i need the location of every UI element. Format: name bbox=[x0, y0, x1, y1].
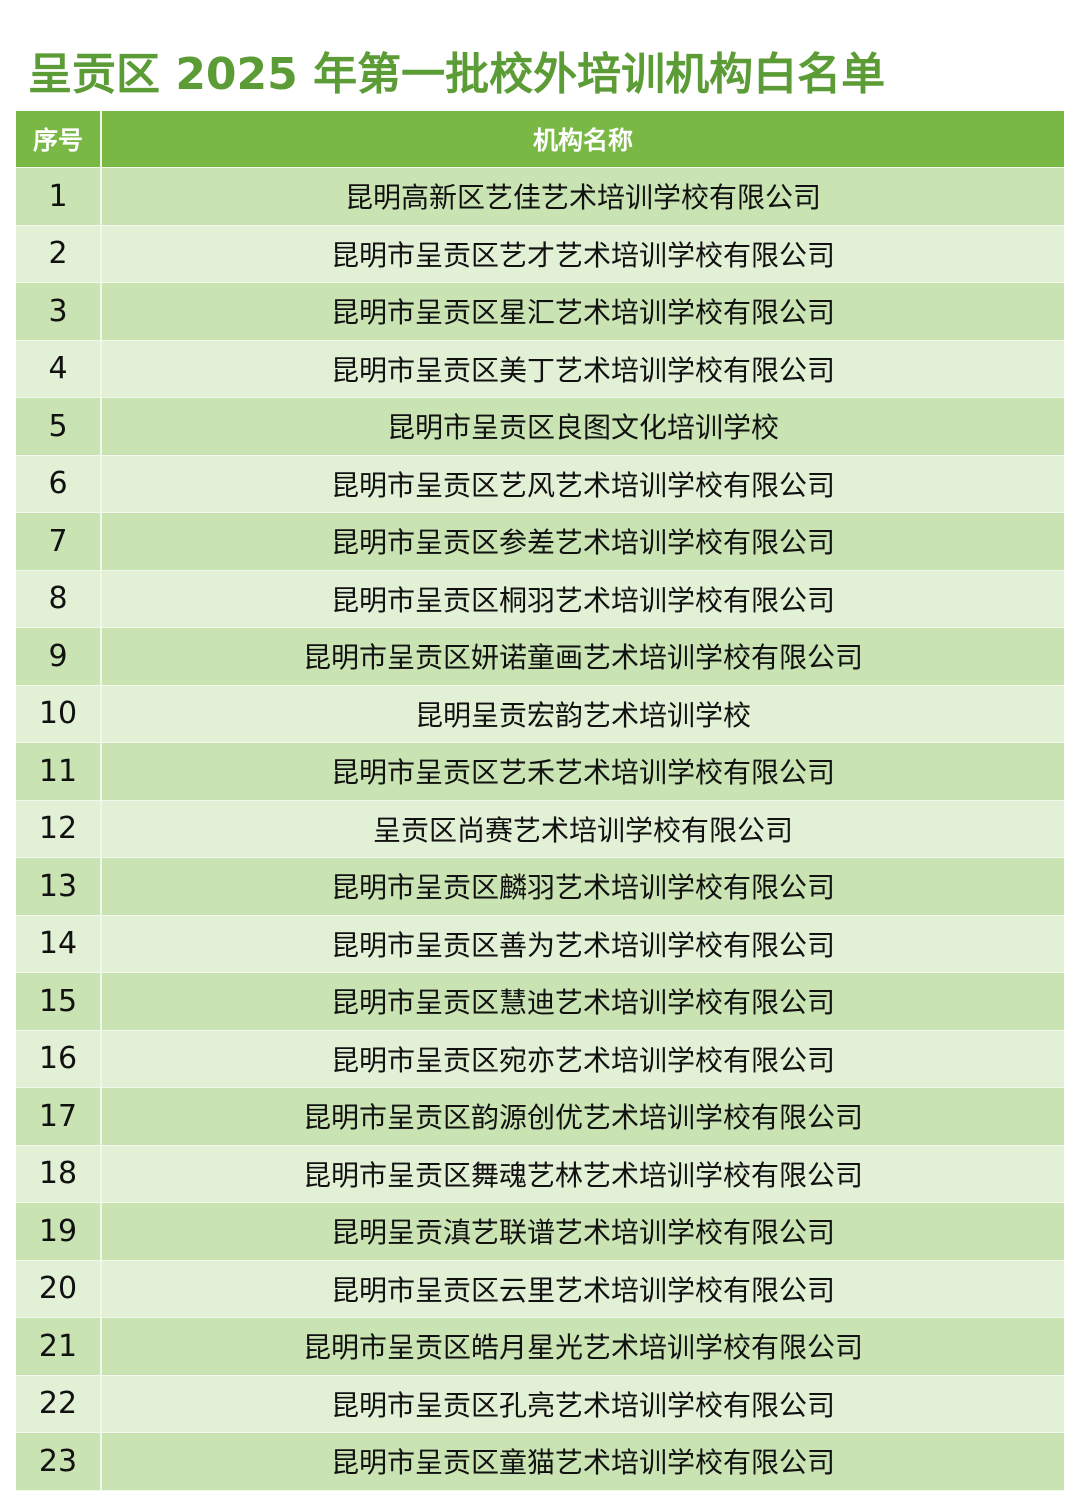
serial-number-cell: 2 bbox=[16, 225, 102, 282]
table-header: 序号 机构名称 bbox=[16, 111, 1064, 168]
table-row: 13 昆明市呈贡区麟羽艺术培训学校有限公司 bbox=[16, 858, 1064, 916]
table-row: 19 昆明呈贡滇艺联谱艺术培训学校有限公司 bbox=[16, 1203, 1064, 1261]
header-institution-name: 机构名称 bbox=[532, 126, 633, 155]
serial-number-cell: 1 bbox=[16, 168, 102, 225]
serial-number-cell: 3 bbox=[16, 283, 102, 340]
serial-number-cell: 19 bbox=[16, 1203, 102, 1260]
serial-number-cell: 15 bbox=[16, 973, 102, 1030]
serial-number-cell: 23 bbox=[16, 1433, 102, 1490]
serial-number-cell: 10 bbox=[16, 685, 102, 742]
serial-number-cell: 5 bbox=[16, 398, 102, 455]
institution-name-cell: 昆明市呈贡区慧迪艺术培训学校有限公司 bbox=[330, 986, 835, 1020]
institution-name-cell: 昆明市呈贡区舞魂艺林艺术培训学校有限公司 bbox=[302, 1158, 863, 1192]
institution-name-cell: 昆明市呈贡区星汇艺术培训学校有限公司 bbox=[330, 296, 835, 330]
table-row: 2 昆明市呈贡区艺才艺术培训学校有限公司 bbox=[16, 225, 1064, 283]
table-row: 6 昆明市呈贡区艺风艺术培训学校有限公司 bbox=[16, 455, 1064, 513]
table-row: 4 昆明市呈贡区美丁艺术培训学校有限公司 bbox=[16, 340, 1064, 398]
table-row: 18 昆明市呈贡区舞魂艺林艺术培训学校有限公司 bbox=[16, 1145, 1064, 1203]
table-row: 12 呈贡区尚赛艺术培训学校有限公司 bbox=[16, 800, 1064, 858]
table-row: 11 昆明市呈贡区艺禾艺术培训学校有限公司 bbox=[16, 743, 1064, 801]
institution-name-cell: 昆明市呈贡区皓月星光艺术培训学校有限公司 bbox=[302, 1331, 863, 1365]
institution-name-cell: 昆明市呈贡区良图文化培训学校 bbox=[386, 411, 779, 445]
serial-number-cell: 7 bbox=[16, 513, 102, 570]
institution-name-cell: 昆明市呈贡区妍诺童画艺术培训学校有限公司 bbox=[302, 641, 863, 675]
serial-number-cell: 22 bbox=[16, 1375, 102, 1432]
table-row: 23 昆明市呈贡区童猫艺术培训学校有限公司 bbox=[16, 1433, 1064, 1491]
institution-name-cell: 昆明市呈贡区艺风艺术培训学校有限公司 bbox=[330, 468, 835, 502]
table-row: 16 昆明市呈贡区宛亦艺术培训学校有限公司 bbox=[16, 1030, 1064, 1088]
institution-name-cell: 昆明市呈贡区桐羽艺术培训学校有限公司 bbox=[330, 583, 835, 617]
institution-name-cell: 呈贡区尚赛艺术培训学校有限公司 bbox=[372, 813, 793, 847]
institution-name-cell: 昆明市呈贡区艺禾艺术培训学校有限公司 bbox=[330, 756, 835, 790]
table-row: 5 昆明市呈贡区良图文化培训学校 bbox=[16, 398, 1064, 456]
table-row: 8 昆明市呈贡区桐羽艺术培训学校有限公司 bbox=[16, 570, 1064, 628]
serial-number-cell: 12 bbox=[16, 800, 102, 857]
table-row: 20 昆明市呈贡区云里艺术培训学校有限公司 bbox=[16, 1260, 1064, 1318]
institution-name-cell: 昆明市呈贡区宛亦艺术培训学校有限公司 bbox=[330, 1043, 835, 1077]
institution-name-cell: 昆明市呈贡区美丁艺术培训学校有限公司 bbox=[330, 353, 835, 387]
serial-number-cell: 18 bbox=[16, 1145, 102, 1202]
table-row: 1 昆明高新区艺佳艺术培训学校有限公司 bbox=[16, 168, 1064, 226]
table-row: 10 昆明呈贡宏韵艺术培训学校 bbox=[16, 685, 1064, 743]
serial-number-cell: 11 bbox=[16, 743, 102, 800]
header-serial-number: 序号 bbox=[16, 111, 102, 167]
whitelist-table: 序号 机构名称 1 昆明高新区艺佳艺术培训学校有限公司 2 昆明市呈贡区艺才艺术培训学… bbox=[16, 111, 1064, 1491]
table-row: 9 昆明市呈贡区妍诺童画艺术培训学校有限公司 bbox=[16, 628, 1064, 686]
serial-number-cell: 17 bbox=[16, 1088, 102, 1145]
serial-number-cell: 9 bbox=[16, 628, 102, 685]
table-row: 7 昆明市呈贡区参差艺术培训学校有限公司 bbox=[16, 513, 1064, 571]
institution-name-cell: 昆明高新区艺佳艺术培训学校有限公司 bbox=[344, 181, 821, 215]
institution-name-cell: 昆明呈贡宏韵艺术培训学校 bbox=[414, 698, 751, 732]
serial-number-cell: 16 bbox=[16, 1030, 102, 1087]
serial-number-cell: 4 bbox=[16, 340, 102, 397]
institution-name-cell: 昆明市呈贡区孔亮艺术培训学校有限公司 bbox=[330, 1388, 835, 1422]
table-row: 14 昆明市呈贡区善为艺术培训学校有限公司 bbox=[16, 915, 1064, 973]
table-row: 22 昆明市呈贡区孔亮艺术培训学校有限公司 bbox=[16, 1375, 1064, 1433]
table-row: 3 昆明市呈贡区星汇艺术培训学校有限公司 bbox=[16, 283, 1064, 341]
serial-number-cell: 6 bbox=[16, 455, 102, 512]
table-row: 15 昆明市呈贡区慧迪艺术培训学校有限公司 bbox=[16, 973, 1064, 1031]
serial-number-cell: 8 bbox=[16, 570, 102, 627]
table-row: 21 昆明市呈贡区皓月星光艺术培训学校有限公司 bbox=[16, 1318, 1064, 1376]
page-title: 呈贡区 2025 年第一批校外培训机构白名单 bbox=[28, 49, 886, 100]
institution-name-cell: 昆明市呈贡区韵源创优艺术培训学校有限公司 bbox=[302, 1101, 863, 1135]
institution-name-cell: 昆明市呈贡区童猫艺术培训学校有限公司 bbox=[330, 1446, 835, 1480]
table-row: 17 昆明市呈贡区韵源创优艺术培训学校有限公司 bbox=[16, 1088, 1064, 1146]
institution-name-cell: 昆明市呈贡区参差艺术培训学校有限公司 bbox=[330, 526, 835, 560]
serial-number-cell: 21 bbox=[16, 1318, 102, 1375]
institution-name-cell: 昆明市呈贡区麟羽艺术培训学校有限公司 bbox=[330, 871, 835, 905]
institution-name-cell: 昆明市呈贡区艺才艺术培训学校有限公司 bbox=[330, 238, 835, 272]
serial-number-cell: 14 bbox=[16, 915, 102, 972]
institution-name-cell: 昆明呈贡滇艺联谱艺术培训学校有限公司 bbox=[330, 1216, 835, 1250]
serial-number-cell: 20 bbox=[16, 1260, 102, 1317]
serial-number-cell: 13 bbox=[16, 858, 102, 915]
institution-name-cell: 昆明市呈贡区云里艺术培训学校有限公司 bbox=[330, 1273, 835, 1307]
institution-name-cell: 昆明市呈贡区善为艺术培训学校有限公司 bbox=[330, 928, 835, 962]
